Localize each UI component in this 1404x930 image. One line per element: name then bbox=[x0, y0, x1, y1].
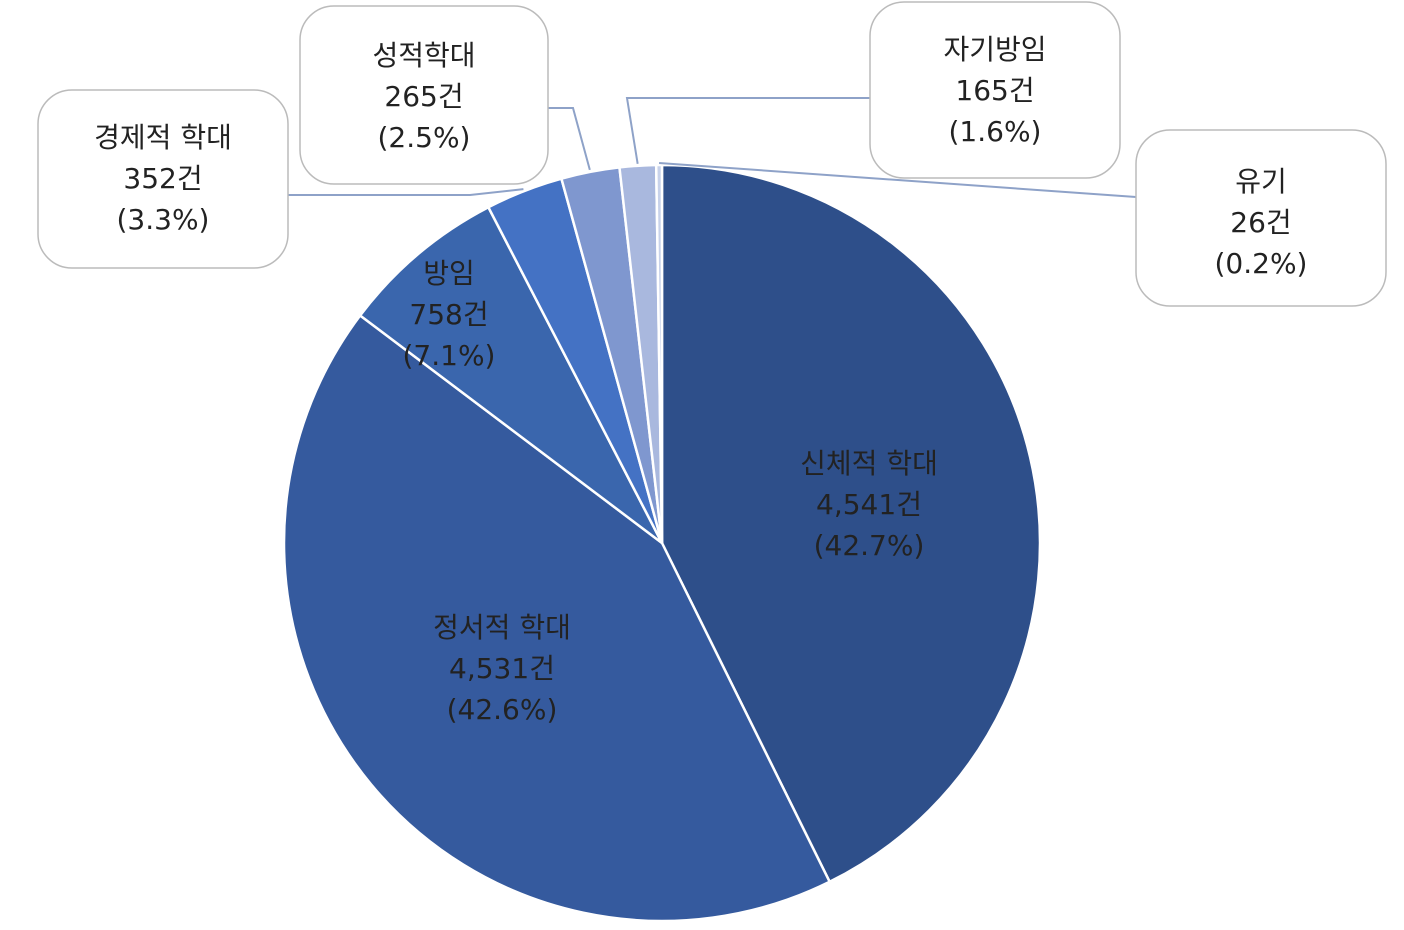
pie-slice bbox=[654, 163, 664, 544]
percent-label: (3.3%) bbox=[117, 203, 210, 236]
slice-label: 정서적 학대 bbox=[433, 611, 571, 644]
callout-box bbox=[299, 5, 549, 185]
pie-slice bbox=[282, 313, 832, 923]
callout-box bbox=[37, 89, 289, 269]
percent-label: (1.6%) bbox=[949, 115, 1042, 148]
percent-label: (0.2%) bbox=[1215, 247, 1308, 280]
value-label: 4,541건 bbox=[816, 488, 922, 521]
value-label: 265건 bbox=[384, 80, 463, 113]
percent-label: (7.1%) bbox=[403, 339, 496, 372]
leader-line bbox=[625, 97, 870, 164]
slice-label: 신체적 학대 bbox=[800, 447, 938, 480]
callout-box bbox=[869, 1, 1121, 179]
percent-label: (42.6%) bbox=[447, 693, 558, 726]
slice-label: 유기 bbox=[1235, 165, 1287, 198]
slice-label: 성적학대 bbox=[372, 39, 475, 72]
slice-label: 방임 bbox=[423, 257, 475, 290]
value-label: 352건 bbox=[123, 162, 202, 195]
leader-line bbox=[288, 188, 524, 196]
pie-slice bbox=[358, 205, 664, 544]
leader-line bbox=[548, 107, 591, 171]
value-label: 4,531건 bbox=[449, 652, 555, 685]
callout-box bbox=[1135, 129, 1387, 307]
value-label: 26건 bbox=[1230, 206, 1291, 239]
slice-label: 경제적 학대 bbox=[94, 121, 232, 154]
value-label: 165건 bbox=[955, 74, 1034, 107]
pie-slice bbox=[660, 163, 1042, 884]
value-label: 758건 bbox=[409, 298, 488, 331]
leader-line bbox=[659, 162, 1137, 198]
slice-label: 자기방임 bbox=[943, 33, 1046, 66]
percent-label: (42.7%) bbox=[814, 529, 925, 562]
percent-label: (2.5%) bbox=[378, 121, 471, 154]
